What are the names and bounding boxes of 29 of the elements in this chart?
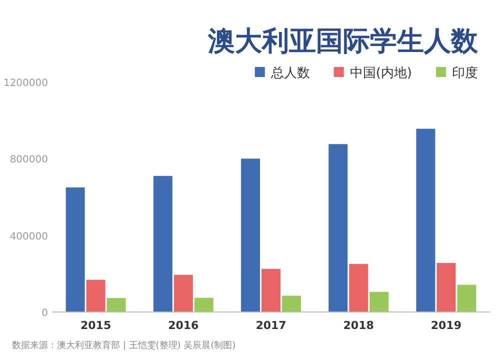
bar <box>66 187 85 312</box>
bar <box>194 298 214 312</box>
source-note: 数据来源：澳大利亚教育部 | 王恺雯(整理) 吴辰晨(制图) <box>12 340 236 351</box>
bar <box>370 292 389 312</box>
y-tick-label: 1200000 <box>3 78 48 89</box>
x-tick-label: 2016 <box>168 319 200 332</box>
legend-label: 总人数 <box>270 66 310 81</box>
y-tick-label: 400000 <box>10 231 48 242</box>
x-tick-label: 2015 <box>80 319 112 332</box>
bar <box>153 176 172 312</box>
legend-label: 中国(内地) <box>350 66 412 81</box>
bar <box>436 262 456 312</box>
y-tick-label: 800000 <box>10 154 48 166</box>
bar <box>86 280 106 312</box>
bar <box>106 298 126 312</box>
bar <box>241 158 260 312</box>
x-tick-label: 2019 <box>430 319 462 332</box>
bar <box>416 128 436 312</box>
bar <box>174 274 193 312</box>
chart-title: 澳大利亚国际学生人数 <box>207 26 479 57</box>
y-tick-label: 0 <box>42 308 48 319</box>
x-tick-label: 2017 <box>256 319 286 332</box>
legend-label: 印度 <box>452 65 478 81</box>
bar <box>349 264 368 312</box>
x-tick-label: 2018 <box>343 319 374 332</box>
bar <box>282 296 301 312</box>
bar <box>328 144 348 312</box>
bar <box>262 268 280 312</box>
bar <box>457 284 476 312</box>
